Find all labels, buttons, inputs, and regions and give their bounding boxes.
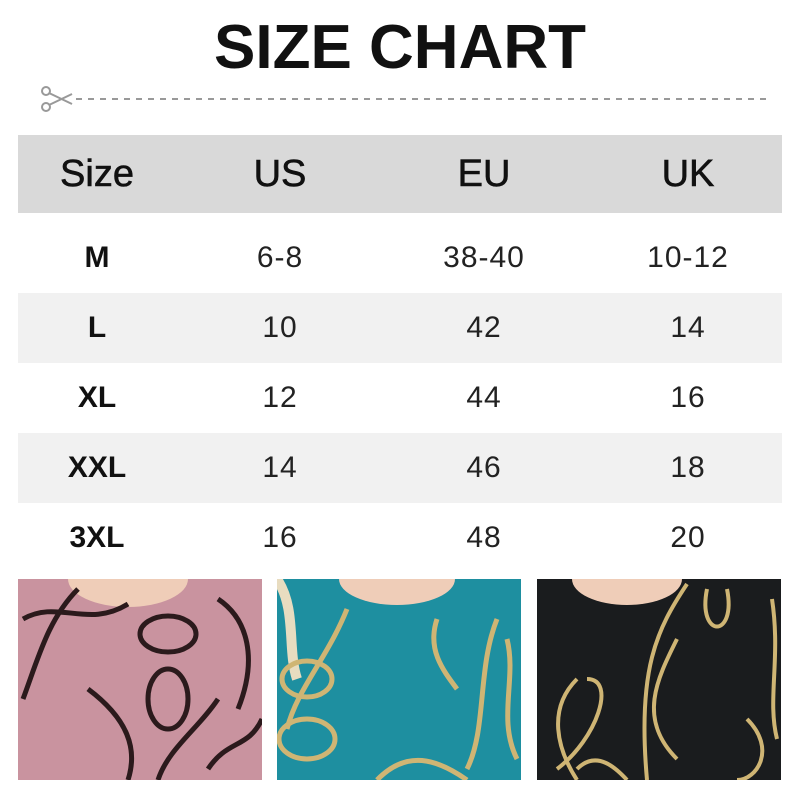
header-size: Size bbox=[60, 152, 135, 195]
photo-pink bbox=[18, 579, 262, 780]
photo-black bbox=[537, 579, 781, 780]
cell-us: 14 bbox=[262, 451, 298, 484]
scissors-icon bbox=[41, 86, 73, 112]
table-row: 3XL 16 48 20 bbox=[18, 503, 782, 573]
cell-size: M bbox=[84, 241, 110, 274]
cell-us: 10 bbox=[262, 311, 298, 344]
table-row: XXL 14 46 18 bbox=[18, 433, 782, 503]
cell-size: L bbox=[87, 311, 107, 344]
cell-size: XXL bbox=[67, 451, 127, 484]
cell-uk: 20 bbox=[670, 521, 706, 554]
cell-us: 16 bbox=[262, 521, 298, 554]
cell-uk: 10-12 bbox=[647, 241, 729, 274]
size-table: Size US EU UK M 6-8 38-40 10-12 L 10 42 14 XL 12 4… bbox=[18, 135, 782, 573]
table-row: L 10 42 14 bbox=[18, 293, 782, 363]
header-us: US bbox=[253, 152, 307, 195]
photo-teal bbox=[277, 579, 521, 780]
cell-size: 3XL bbox=[69, 521, 125, 554]
header-uk: UK bbox=[661, 152, 715, 195]
cut-line bbox=[41, 86, 770, 112]
cell-uk: 18 bbox=[670, 451, 706, 484]
page-title: SIZE CHART bbox=[214, 13, 586, 82]
table-row: XL 12 44 16 bbox=[18, 363, 782, 433]
cell-uk: 14 bbox=[670, 311, 706, 344]
header-eu: EU bbox=[457, 152, 511, 195]
cell-us: 12 bbox=[262, 381, 298, 414]
cell-eu: 44 bbox=[466, 381, 502, 414]
cell-eu: 38-40 bbox=[443, 241, 525, 274]
cell-us: 6-8 bbox=[256, 241, 304, 274]
table-row: M 6-8 38-40 10-12 bbox=[18, 223, 782, 293]
cell-size: XL bbox=[77, 381, 117, 414]
cell-eu: 48 bbox=[466, 521, 502, 554]
cell-eu: 46 bbox=[466, 451, 502, 484]
cell-uk: 16 bbox=[670, 381, 706, 414]
cell-eu: 42 bbox=[466, 311, 502, 344]
table-header: Size US EU UK bbox=[18, 135, 782, 213]
